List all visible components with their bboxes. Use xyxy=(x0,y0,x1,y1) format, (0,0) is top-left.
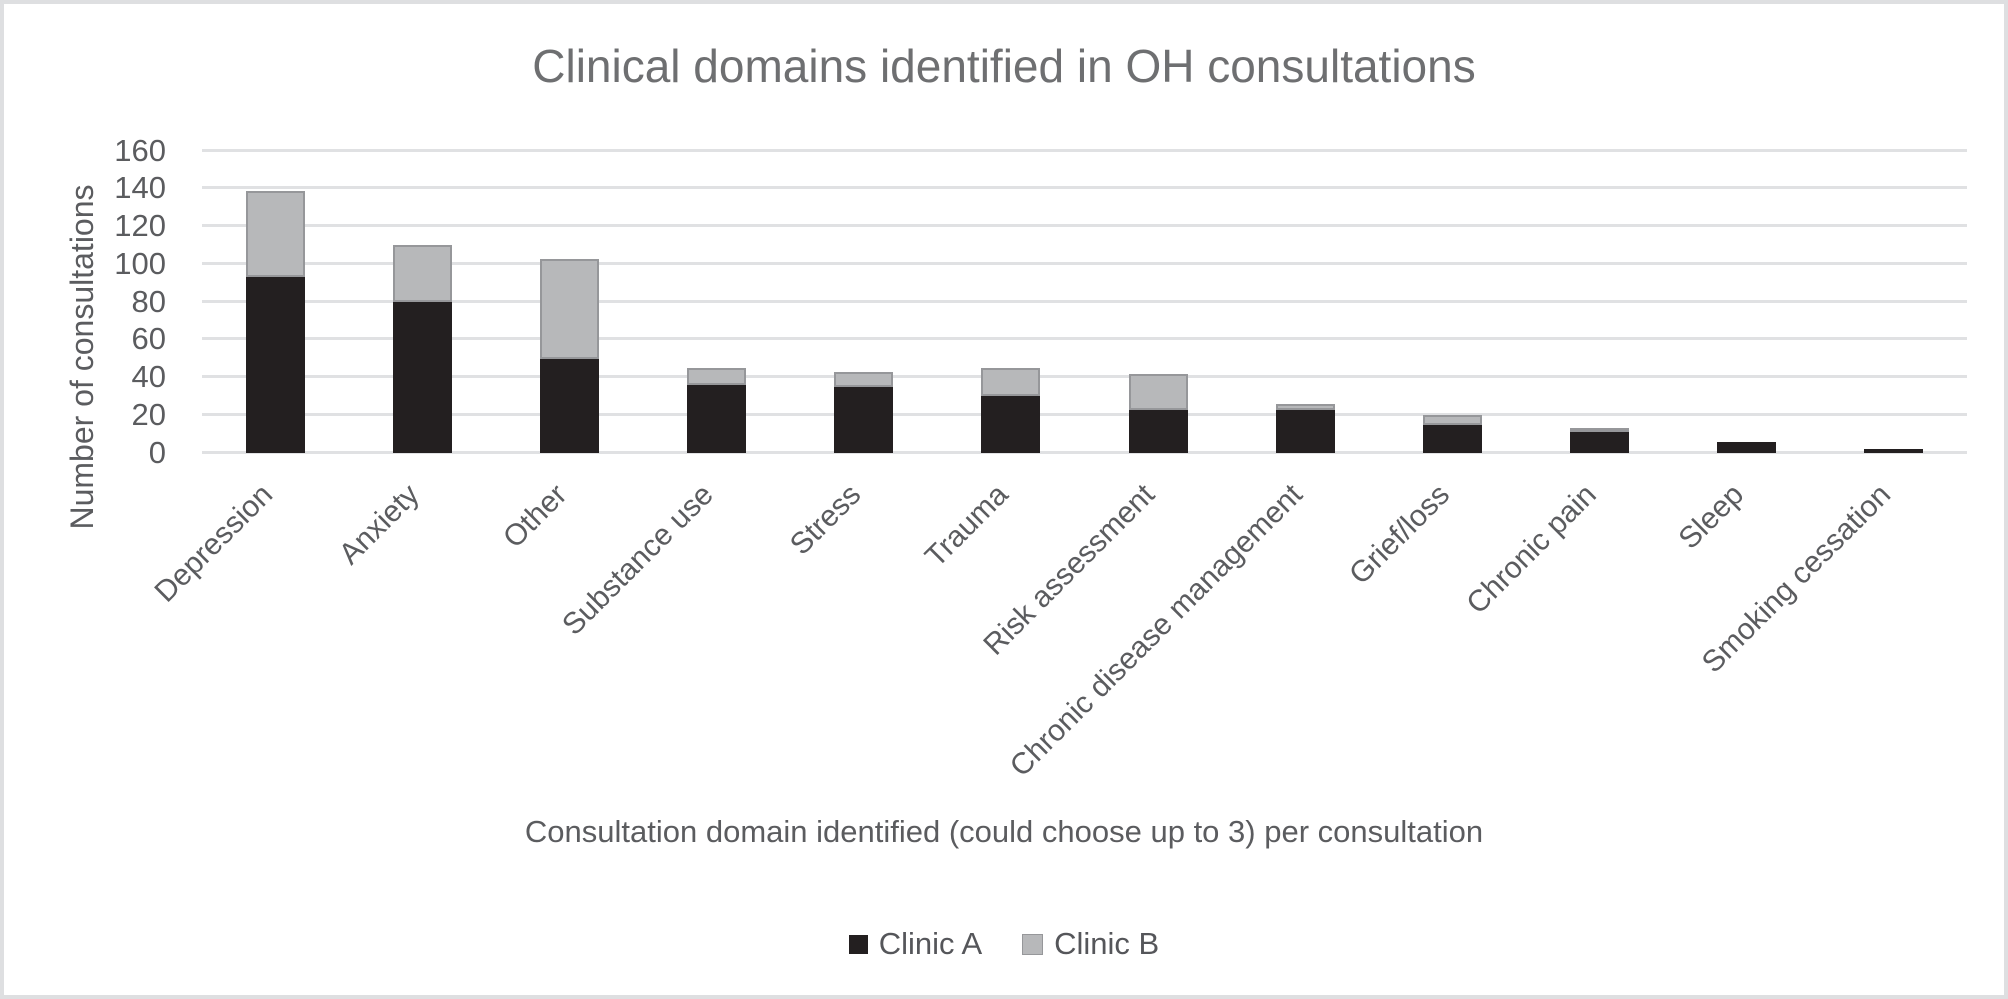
bar-segment-clinic-a-risk-assessment xyxy=(1128,409,1188,453)
x-category-label-depression: Depression xyxy=(148,478,279,609)
bar-segment-clinic-a-grief-loss xyxy=(1422,424,1482,453)
bar-segment-clinic-a-trauma xyxy=(981,396,1041,453)
legend: Clinic A Clinic B xyxy=(4,926,2004,962)
chart-title: Clinical domains identified in OH consul… xyxy=(532,40,1476,92)
y-tick-label-40: 40 xyxy=(131,359,166,394)
gridline-y-160 xyxy=(202,148,1967,152)
y-tick-label-100: 100 xyxy=(114,245,166,281)
bar-segment-clinic-a-depression xyxy=(246,277,306,453)
bar-segment-clinic-b-chronic-disease-management xyxy=(1275,403,1335,410)
y-tick-label-80: 80 xyxy=(131,283,166,319)
x-category-label-trauma: Trauma xyxy=(918,478,1015,574)
plot-area xyxy=(202,148,1967,454)
x-category-label-substance-use: Substance use xyxy=(556,478,721,642)
bar-segment-clinic-a-smoking-cessation xyxy=(1863,449,1923,453)
x-category-label-sleep: Sleep xyxy=(1672,478,1750,556)
legend-item-clinic-b: Clinic B xyxy=(1022,926,1159,962)
bar-segment-clinic-a-sleep xyxy=(1716,441,1776,453)
bar-segment-clinic-b-other xyxy=(540,258,600,359)
legend-label-clinic-a: Clinic A xyxy=(878,926,983,961)
y-tick-label-140: 140 xyxy=(114,170,166,206)
legend-label-clinic-b: Clinic B xyxy=(1054,926,1160,961)
bar-segment-clinic-b-trauma xyxy=(981,368,1041,397)
x-category-label-chronic-pain: Chronic pain xyxy=(1460,478,1603,621)
bar-segment-clinic-b-grief-loss xyxy=(1422,415,1482,425)
y-tick-label-160: 160 xyxy=(114,132,166,168)
y-tick-label-20: 20 xyxy=(131,396,166,432)
x-category-label-stress: Stress xyxy=(783,478,868,562)
bar-segment-clinic-a-chronic-disease-management xyxy=(1275,409,1335,453)
gridline-y-140 xyxy=(202,186,1967,190)
bar-segment-clinic-b-substance-use xyxy=(687,368,747,386)
x-category-label-anxiety: Anxiety xyxy=(333,478,426,571)
y-tick-label-120: 120 xyxy=(114,208,166,243)
bar-segment-clinic-b-chronic-pain xyxy=(1569,428,1629,433)
x-category-label-other: Other xyxy=(496,478,574,555)
clinic-a-swatch-icon xyxy=(848,934,868,954)
gridline-y-120 xyxy=(202,224,1967,227)
gridline-y-100 xyxy=(202,261,1967,265)
gridline-y-20 xyxy=(202,412,1967,416)
bar-segment-clinic-b-anxiety xyxy=(393,245,453,302)
legend-item-clinic-a: Clinic A xyxy=(848,926,983,962)
bar-segment-clinic-b-risk-assessment xyxy=(1128,373,1188,410)
bar-segment-clinic-b-stress xyxy=(834,371,894,387)
gridline-y-80 xyxy=(202,299,1967,303)
bar-segment-clinic-a-stress xyxy=(834,386,894,453)
gridline-y-60 xyxy=(202,337,1967,341)
gridline-y-40 xyxy=(202,375,1967,378)
bar-segment-clinic-a-substance-use xyxy=(687,385,747,453)
x-category-label-grief-loss: Grief/loss xyxy=(1342,478,1456,591)
bar-segment-clinic-a-anxiety xyxy=(393,302,453,453)
bar-segment-clinic-a-chronic-pain xyxy=(1569,432,1629,453)
bar-segment-clinic-b-depression xyxy=(246,190,306,278)
gridline-y-0 xyxy=(202,450,1967,454)
x-axis-title: Consultation domain identified (could ch… xyxy=(524,814,1484,849)
x-category-label-chronic-disease-management: Chronic disease management xyxy=(1003,478,1309,784)
y-tick-label-0: 0 xyxy=(148,434,166,470)
y-tick-label-60: 60 xyxy=(131,321,166,357)
clinic-b-swatch-icon xyxy=(1022,933,1044,955)
bar-segment-clinic-a-other xyxy=(540,358,600,453)
